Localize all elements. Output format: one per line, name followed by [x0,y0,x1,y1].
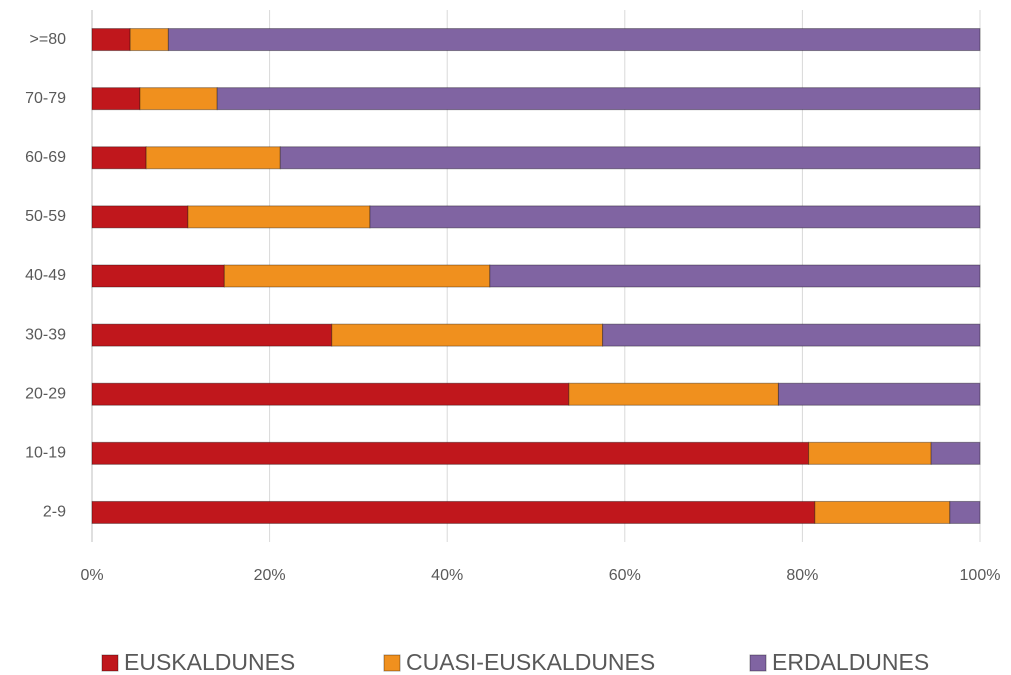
bar-segment [949,500,981,524]
bar-segment [777,382,981,406]
y-tick-label: 60-69 [25,149,66,166]
x-tick-label: 100% [960,567,1001,584]
bar-segment [223,264,491,288]
bar-segment [91,264,225,288]
y-tick-label: >=80 [30,31,67,48]
legend-label: CUASI-EUSKALDUNES [406,649,655,675]
bar-segment [187,205,371,229]
y-tick-label: 20-29 [25,385,66,402]
x-tick-label: 80% [786,567,818,584]
y-tick-label: 40-49 [25,267,66,284]
bar-segment [139,87,218,111]
bar-segment [808,441,932,465]
bar-segment [331,323,604,347]
bar-segment [91,382,570,406]
x-tick-label: 40% [431,567,463,584]
bar-segment [91,323,333,347]
y-tick-label: 30-39 [25,326,66,343]
bar-segment [167,28,981,52]
legend-label: ERDALDUNES [772,649,929,675]
bar-segment [279,146,981,170]
bar-segment [814,500,951,524]
x-tick-label: 0% [80,567,103,584]
bar-segment [91,28,131,52]
x-tick-label: 60% [609,567,641,584]
y-tick-label: 2-9 [43,504,66,521]
bar-segment [369,205,981,229]
y-tick-label: 10-19 [25,445,66,462]
bar-segment [91,87,141,111]
bar-segment [568,382,779,406]
y-tick-label: 50-59 [25,208,66,225]
bar-segment [602,323,981,347]
legend-swatch [383,654,401,672]
bar-segment [91,500,816,524]
bar-segment [129,28,169,52]
bar-segment [489,264,981,288]
bar-segment [91,441,810,465]
bar-segment [145,146,281,170]
legend-label: EUSKALDUNES [124,649,295,675]
bar-segment [91,205,189,229]
x-tick-label: 20% [254,567,286,584]
y-tick-label: 70-79 [25,90,66,107]
bar-segment [91,146,147,170]
legend-swatch [101,654,119,672]
bar-segment [930,441,981,465]
bar-segment [216,87,981,111]
legend-swatch [749,654,767,672]
